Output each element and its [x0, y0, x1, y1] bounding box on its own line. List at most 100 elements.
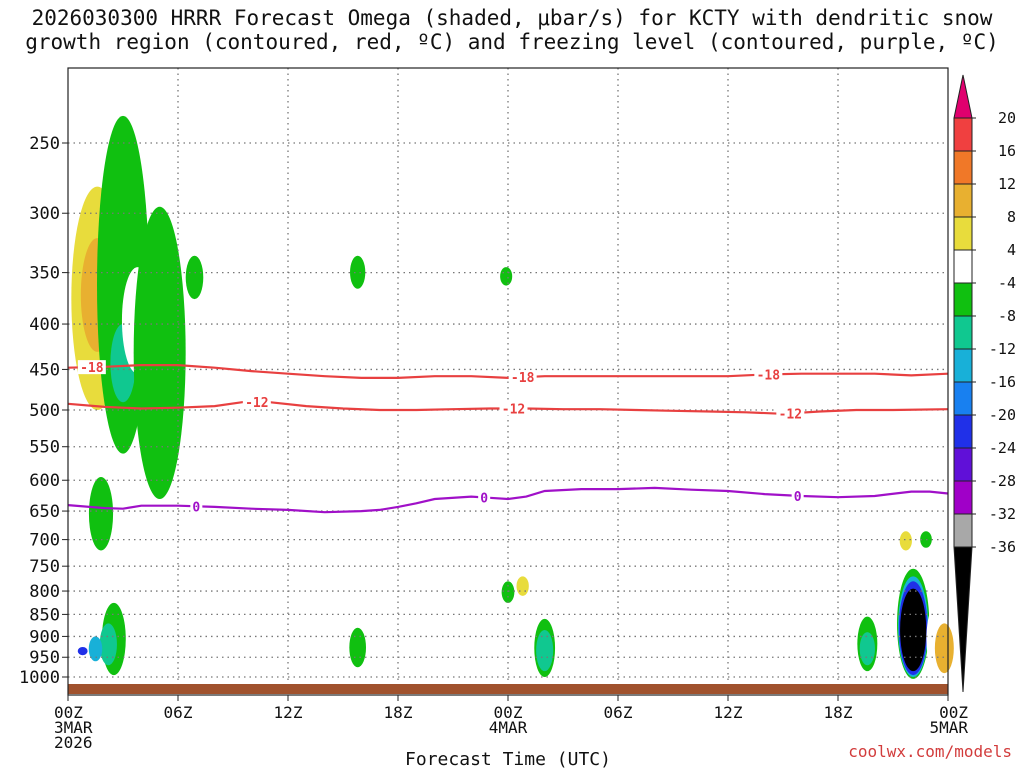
- colorbar-swatch-8: [953, 348, 973, 383]
- x-tick-label-42-0: 18Z: [824, 703, 853, 722]
- y-tick-label-600: 600: [29, 471, 60, 491]
- colorbar-swatch-1: [953, 117, 973, 152]
- contour-label-bg-2-0: [190, 499, 203, 514]
- y-tick-label-400: 400: [29, 315, 60, 335]
- x-tick-label-24-0: 00Z: [494, 703, 523, 722]
- y-tick-label-1000: 1000: [19, 668, 60, 688]
- contour-label-bg-1-1: [499, 401, 528, 416]
- colorbar-label-9: -20: [989, 406, 1016, 424]
- y-tick-label-650: 650: [29, 502, 60, 522]
- contour-label-bg-0-1: [508, 370, 537, 385]
- colorbar-top-arrow: [953, 74, 973, 119]
- y-tick-label-300: 300: [29, 204, 60, 224]
- y-tick-label-900: 900: [29, 627, 60, 647]
- y-tick-label-750: 750: [29, 557, 60, 577]
- x-tick-label-0-1: 3MAR: [54, 718, 93, 737]
- x-tick-label-30-0: 06Z: [604, 703, 633, 722]
- omega-region-36: [900, 588, 927, 672]
- omega-region-25: [77, 646, 88, 656]
- omega-region-27: [423, 625, 439, 658]
- omega-region-6: [133, 206, 186, 500]
- colorbar-label-2: 12: [998, 175, 1016, 193]
- omega-region-26: [349, 627, 367, 668]
- contour-line-0: [67, 364, 949, 380]
- omega-region-38: [899, 531, 912, 551]
- colorbar-label-13: -36: [989, 538, 1016, 556]
- y-tick-label-700: 700: [29, 531, 60, 551]
- omega-region-42: [929, 421, 948, 468]
- colorbar-label-11: -28: [989, 472, 1016, 490]
- x-tick-label-24-1: 4MAR: [489, 718, 528, 737]
- colorbar-swatch-11: [953, 447, 973, 482]
- y-tick-label-350: 350: [29, 264, 60, 284]
- colorbar: 20 16 12 8 4 -4 -8 -12 -16 -20 -24 -28 -32 -36: [953, 74, 1016, 693]
- omega-region-7: [185, 255, 204, 300]
- contour-label-2-2: 0: [794, 490, 802, 505]
- contour-label-0-1: -18: [511, 371, 535, 386]
- colorbar-swatch-5: [953, 249, 973, 284]
- colorbar-swatch-10: [953, 414, 973, 449]
- omega-region-9: [350, 255, 366, 289]
- y-tick-label-850: 850: [29, 605, 60, 625]
- contour-label-bg-0-2: [754, 367, 783, 382]
- omega-region-15: [492, 542, 506, 567]
- contour-label-0-0: -18: [80, 361, 104, 376]
- colorbar-label-10: -24: [989, 439, 1016, 457]
- omega-region-8: [211, 200, 255, 361]
- omega-region-32: [859, 632, 875, 666]
- colorbar-bottom-arrow: [953, 546, 973, 693]
- y-axis: 2503003504004505005506006507007508008509…: [19, 134, 68, 688]
- colorbar-swatch-7: [953, 315, 973, 350]
- colorbar-label-8: -16: [989, 373, 1016, 391]
- colorbar-swatch-9: [953, 381, 973, 416]
- omega-region-11: [500, 267, 513, 286]
- contour-label-bg-1-2: [776, 406, 805, 421]
- y-tick-label-800: 800: [29, 582, 60, 602]
- title-line-2: growth region (contoured, red, ºC) and f…: [25, 30, 999, 54]
- contour-label-0-2: -18: [757, 368, 781, 383]
- x-tick-label-0-2: 2026: [54, 733, 93, 752]
- credit-text: coolwx.com/models: [848, 742, 1012, 761]
- omega-shading: [67, 107, 954, 679]
- contour-label-bg-0-0: [77, 360, 106, 375]
- colorbar-swatch-12: [953, 480, 973, 515]
- contour-label-1-0: -12: [245, 396, 268, 411]
- omega-region-19: [97, 605, 108, 615]
- title-line-1: 2026030300 HRRR Forecast Omega (shaded, …: [31, 6, 993, 30]
- surface-band: [68, 684, 948, 694]
- omega-region-41: [934, 623, 954, 674]
- x-axis-label: Forecast Time (UTC): [405, 749, 611, 768]
- colorbar-swatch-2: [953, 150, 973, 185]
- omega-region-12: [495, 373, 539, 535]
- colorbar-label-12: -32: [989, 505, 1016, 523]
- contour-label-1-2: -12: [779, 407, 802, 422]
- colorbar-swatch-6: [953, 282, 973, 317]
- chart-title: 2026030300 HRRR Forecast Omega (shaded, …: [0, 6, 1024, 54]
- omega-region-13: [88, 477, 114, 551]
- contour-label-bg-2-2: [791, 488, 804, 503]
- colorbar-label-3: 8: [1007, 208, 1016, 226]
- y-tick-label-950: 950: [29, 648, 60, 668]
- colorbar-label-4: 4: [1007, 241, 1016, 259]
- x-tick-label-12-0: 12Z: [274, 703, 303, 722]
- x-tick-label-48-0: 00Z: [939, 703, 968, 722]
- omega-region-24: [88, 636, 103, 662]
- colorbar-swatch-13: [953, 513, 973, 548]
- colorbar-swatch-3: [953, 183, 973, 218]
- colorbar-label-7: -12: [989, 340, 1016, 358]
- contour-label-bg-1-0: [242, 395, 271, 410]
- omega-region-17: [516, 576, 529, 596]
- x-tick-label-36-0: 12Z: [714, 703, 743, 722]
- y-tick-label-500: 500: [29, 401, 60, 421]
- contour-label-bg-2-1: [478, 490, 491, 505]
- x-tick-label-48-1: 5MAR: [929, 718, 968, 737]
- contour-label-2-1: 0: [480, 491, 488, 506]
- omega-region-21: [630, 614, 642, 628]
- omega-region-14: [116, 492, 138, 551]
- y-tick-label-550: 550: [29, 438, 60, 458]
- colorbar-label-1: 16: [998, 142, 1016, 160]
- omega-region-28: [500, 651, 512, 668]
- contour-label-2-0: 0: [192, 500, 200, 515]
- omega-region-18: [501, 581, 515, 603]
